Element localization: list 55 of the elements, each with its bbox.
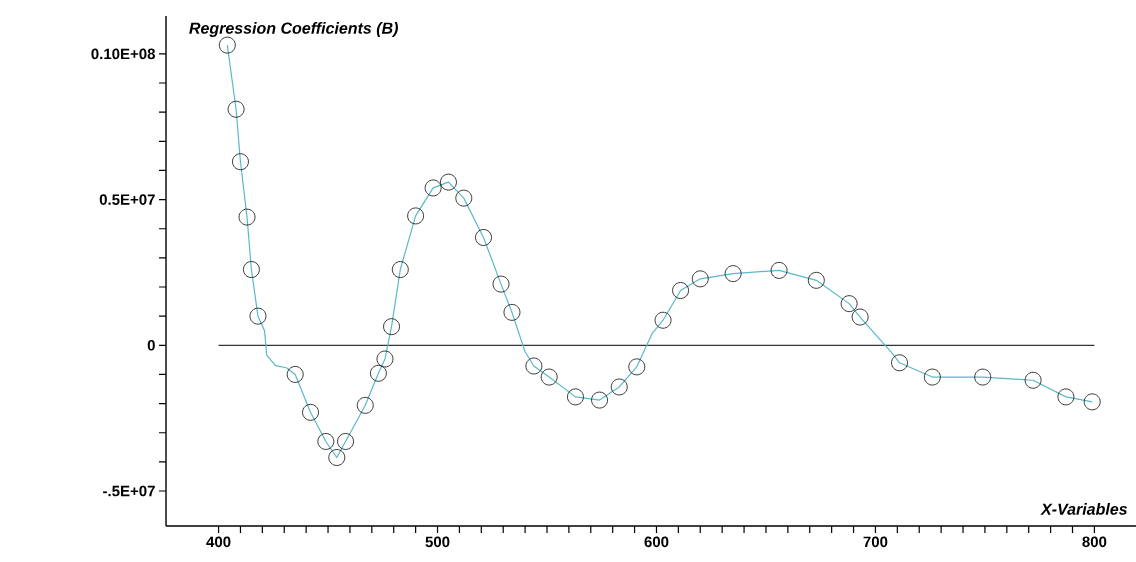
point xyxy=(238,208,256,226)
point xyxy=(1083,393,1101,411)
point xyxy=(851,308,869,326)
x-tick-label: 800 xyxy=(1082,536,1107,548)
y-tick-label: 0.10E+08 xyxy=(91,48,155,60)
point xyxy=(249,307,267,325)
y-tick-label: 0.5E+07 xyxy=(99,194,155,205)
point xyxy=(525,357,543,375)
point xyxy=(317,433,335,450)
point xyxy=(610,378,628,396)
point xyxy=(840,295,858,313)
point xyxy=(672,282,690,299)
point xyxy=(923,368,941,386)
point xyxy=(286,366,304,383)
y-tick-label: 0 xyxy=(147,339,155,351)
x-tick-label: 600 xyxy=(644,536,669,548)
point xyxy=(383,318,400,336)
point xyxy=(770,261,788,279)
point xyxy=(540,368,558,386)
point xyxy=(337,433,355,450)
x-tick-label: 700 xyxy=(863,536,888,548)
point xyxy=(591,391,608,409)
point xyxy=(242,261,260,278)
point xyxy=(218,36,236,54)
point xyxy=(567,388,584,406)
point xyxy=(356,396,374,414)
point xyxy=(724,265,742,283)
point xyxy=(376,350,394,368)
x-tick-label: 500 xyxy=(425,536,450,548)
point xyxy=(232,153,249,171)
point xyxy=(424,179,442,197)
point xyxy=(391,261,409,278)
point xyxy=(628,358,646,376)
point xyxy=(440,173,457,191)
point xyxy=(302,403,319,421)
line-series xyxy=(226,44,1093,459)
point xyxy=(1024,371,1042,389)
x-tick-label: 400 xyxy=(206,536,231,548)
point xyxy=(691,270,709,288)
point xyxy=(1057,388,1075,406)
point xyxy=(407,207,425,225)
point xyxy=(974,368,992,386)
y-tick-label: -.5E+07 xyxy=(103,485,155,497)
x-axis-title: X-Variables xyxy=(1040,503,1128,515)
point xyxy=(475,229,492,246)
point xyxy=(503,303,521,321)
point xyxy=(492,275,510,293)
point xyxy=(807,271,825,289)
point xyxy=(654,311,672,329)
y-axis-title: Regression Coefficients (B) xyxy=(189,22,398,37)
point xyxy=(328,449,346,466)
point xyxy=(891,354,908,372)
point xyxy=(227,100,245,118)
point xyxy=(369,364,387,382)
point xyxy=(455,189,473,207)
